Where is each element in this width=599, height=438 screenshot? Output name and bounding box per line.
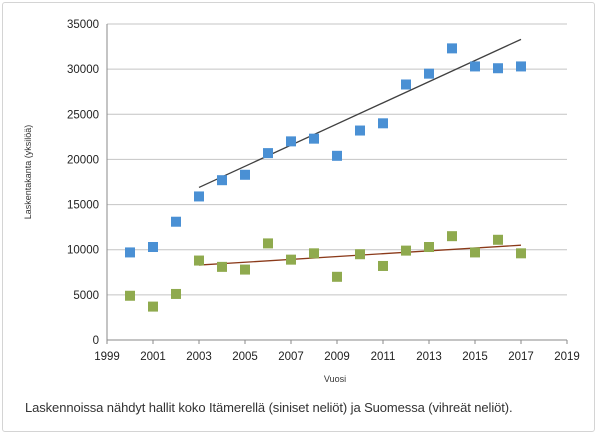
chart: 0 5000 10000 15000 20000 25000 30000 35000 1999 2… [23,19,580,384]
x-tick-label: 2017 [508,351,534,363]
data-point [171,288,181,299]
x-tick-label: 1999 [94,351,120,363]
data-point [332,271,342,282]
data-point [194,191,204,202]
data-point [240,264,250,275]
data-point [240,169,250,180]
data-point [217,175,227,186]
gridlines [107,23,567,296]
data-point [286,254,296,265]
trendline [198,38,522,189]
data-point [424,68,434,79]
x-tick-label: 2005 [232,351,258,363]
x-tick-label: 2013 [416,351,442,363]
trendlines [198,38,522,266]
axes [106,24,568,344]
data-point [332,150,342,161]
data-point [493,234,503,245]
y-tick-label: 35000 [67,19,99,31]
data-point [424,242,434,253]
x-tick-label: 2003 [186,351,212,363]
x-tick-label: 2019 [554,351,580,363]
y-axis-title: Laskentakanta (yksilöä) [23,125,33,220]
x-tick-label: 2001 [140,351,166,363]
x-tick-label: 2015 [462,351,488,363]
data-point [263,238,273,249]
x-tick-label: 2007 [278,351,304,363]
y-tick-label: 20000 [67,154,99,166]
data-points [125,43,526,312]
x-axis-title: Vuosi [324,374,346,384]
data-point [148,301,158,312]
data-point [447,231,457,242]
y-tick-label: 25000 [67,109,99,121]
figure-caption: Laskennoissa nähdyt hallit koko Itämerel… [25,400,513,415]
data-point [217,261,227,272]
data-point [470,61,480,72]
chart-card: 0 5000 10000 15000 20000 25000 30000 35000 1999 2… [2,2,595,432]
x-tick-label: 2011 [371,351,396,363]
data-point [447,43,457,54]
data-point [355,249,365,260]
data-point [516,248,526,259]
data-point [125,290,135,301]
data-point [378,260,388,271]
data-point [309,133,319,144]
data-point [516,61,526,72]
data-point [194,255,204,266]
y-tick-label: 5000 [73,290,99,302]
y-tick-label: 0 [93,335,99,347]
y-tick-label: 15000 [67,200,99,212]
data-point [470,247,480,258]
data-point [286,136,296,147]
data-point [378,118,388,129]
y-tick-label: 10000 [67,245,99,257]
tick-labels: 0 5000 10000 15000 20000 25000 30000 35000 1999 2… [67,19,580,363]
data-point [355,125,365,136]
data-point [148,242,158,253]
data-point [493,63,503,74]
data-point [401,245,411,256]
data-point [125,247,135,258]
x-tick-label: 2009 [324,351,350,363]
data-point [309,248,319,259]
data-point [171,216,181,227]
y-tick-label: 30000 [67,64,99,76]
data-point [263,148,273,159]
data-point [401,79,411,90]
